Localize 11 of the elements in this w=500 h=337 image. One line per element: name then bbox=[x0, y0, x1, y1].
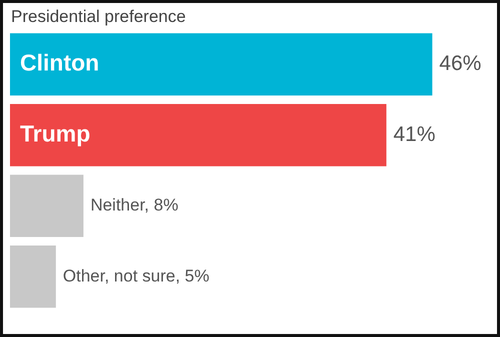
y-tick-label: Clinton bbox=[20, 50, 100, 76]
data-label: Other, not sure, 5% bbox=[62, 266, 210, 286]
bar bbox=[10, 104, 386, 166]
data-label: 46% bbox=[439, 52, 482, 76]
data-label: 41% bbox=[393, 122, 436, 146]
bar bbox=[10, 174, 84, 238]
bar bbox=[10, 245, 56, 308]
chart-title: Presidential preference bbox=[11, 7, 186, 27]
data-label: Neither, 8% bbox=[90, 196, 178, 215]
y-tick-label: Trump bbox=[20, 120, 90, 146]
bar bbox=[10, 33, 432, 96]
